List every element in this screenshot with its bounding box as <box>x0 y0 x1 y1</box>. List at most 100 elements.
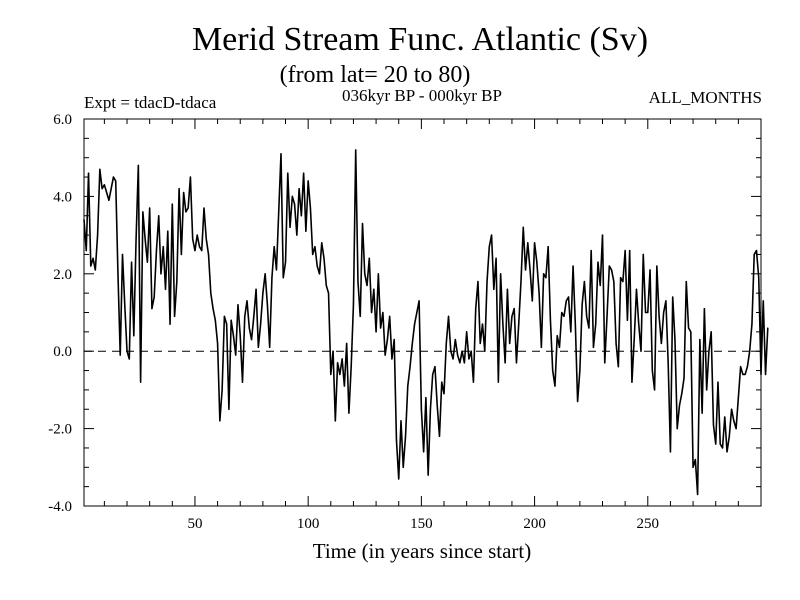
data-point <box>273 246 275 248</box>
data-point <box>676 428 678 430</box>
data-point <box>547 246 549 248</box>
data-point <box>524 269 527 271</box>
data-point <box>742 373 744 376</box>
data-point <box>540 346 542 348</box>
data-point <box>416 311 418 314</box>
data-point <box>305 230 307 232</box>
data-point <box>332 350 334 352</box>
data-point <box>90 265 92 267</box>
data-point <box>554 385 556 387</box>
data-point <box>216 342 219 345</box>
data-point <box>373 288 375 290</box>
data-point <box>577 400 579 403</box>
data-point <box>359 315 361 317</box>
data-point <box>323 257 325 259</box>
data-point <box>697 493 699 495</box>
y-tick-label: -2.0 <box>48 422 72 438</box>
data-point <box>382 311 384 314</box>
data-point <box>509 342 511 345</box>
data-point <box>291 195 293 197</box>
data-point <box>83 219 85 221</box>
period-label: 036kyr BP - 000kyr BP <box>342 86 502 105</box>
data-point <box>533 242 536 244</box>
data-point <box>124 304 126 306</box>
data-point <box>260 323 262 325</box>
data-point <box>565 300 567 302</box>
data-point <box>674 338 676 341</box>
data-point <box>647 311 649 314</box>
data-point <box>701 412 703 414</box>
data-point <box>690 331 692 333</box>
data-point <box>205 238 207 240</box>
data-point <box>282 277 284 279</box>
data-point <box>153 296 155 298</box>
data-point <box>250 338 253 341</box>
data-point <box>140 381 142 383</box>
data-point <box>423 451 425 453</box>
data-point <box>212 308 214 310</box>
data-point <box>146 261 148 263</box>
data-point <box>343 385 345 387</box>
data-point <box>567 296 570 298</box>
data-point <box>133 335 135 337</box>
data-point <box>493 288 495 290</box>
data-point <box>364 273 366 275</box>
data-point <box>746 366 749 368</box>
data-point <box>427 474 429 476</box>
data-point <box>128 358 130 360</box>
data-point <box>398 478 400 480</box>
data-point <box>389 315 391 317</box>
data-point <box>160 273 162 275</box>
data-point <box>149 207 151 209</box>
data-point <box>649 269 651 271</box>
data-point <box>592 346 595 348</box>
chart-subtitle: (from lat= 20 to 80) <box>280 62 471 88</box>
data-point <box>466 331 468 333</box>
data-point <box>244 315 246 317</box>
chart-title: Merid Stream Func. Atlantic (Sv) <box>192 21 648 58</box>
experiment-label: Expt = tdacD-tdaca <box>84 93 217 112</box>
data-point <box>445 342 447 345</box>
data-point <box>185 211 187 213</box>
data-point <box>735 428 737 430</box>
data-point <box>287 172 289 174</box>
data-point <box>402 466 404 468</box>
data-point <box>660 342 662 345</box>
data-point <box>751 323 753 325</box>
data-point <box>581 304 583 306</box>
data-point <box>357 280 359 283</box>
data-point <box>481 323 484 325</box>
data-point <box>624 249 626 252</box>
data-point <box>484 350 486 352</box>
data-point <box>275 269 278 271</box>
data-point <box>298 188 300 190</box>
data-point <box>685 280 687 283</box>
data-point <box>497 381 499 383</box>
data-point <box>380 327 382 329</box>
y-tick-label: -4.0 <box>48 499 72 515</box>
data-point <box>269 346 271 348</box>
data-point <box>87 172 90 174</box>
data-point <box>737 397 739 399</box>
data-point <box>583 280 585 283</box>
data-point <box>608 265 610 267</box>
data-point <box>495 257 497 259</box>
x-axis-label: Time (in years since start) <box>313 539 532 563</box>
data-point <box>726 451 728 453</box>
data-point <box>400 420 402 422</box>
data-point <box>579 369 581 372</box>
x-axis-ticks: 50 100 150 200 250 <box>103 119 739 532</box>
data-point <box>239 335 241 337</box>
data-point <box>703 308 705 310</box>
data-point <box>644 311 647 314</box>
data-point <box>144 238 146 240</box>
data-point <box>189 176 192 178</box>
data-point <box>248 327 250 329</box>
data-point <box>767 327 769 329</box>
data-point <box>504 362 506 364</box>
data-point <box>694 458 696 461</box>
data-point <box>549 319 552 321</box>
data-point <box>728 435 730 437</box>
data-point <box>452 358 454 360</box>
data-point <box>284 261 287 263</box>
